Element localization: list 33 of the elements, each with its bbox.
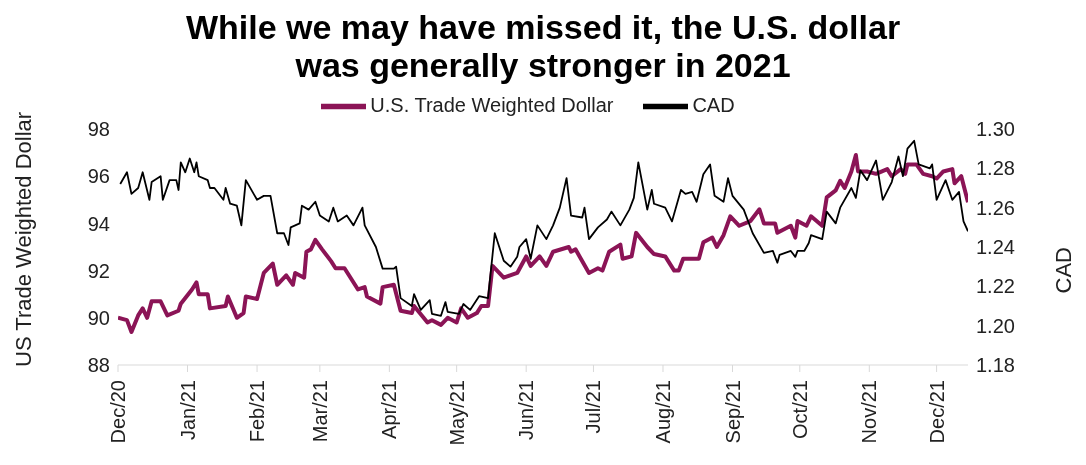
y-tick-label: 92 <box>87 259 110 282</box>
legend-label: CAD <box>692 93 735 116</box>
x-tick-label: Aug/21 <box>651 380 674 444</box>
y-tick-label: 94 <box>87 212 110 235</box>
y-tick-label: 88 <box>87 354 110 377</box>
x-tick-label: Jul/21 <box>582 380 605 434</box>
x-tick-label: May/21 <box>445 380 468 446</box>
x-tick-label: Apr/21 <box>378 380 401 439</box>
y-tick-label: 90 <box>87 306 110 329</box>
line-series <box>118 152 968 334</box>
legend-label: U.S. Trade Weighted Dollar <box>370 93 614 116</box>
x-tick-label: Feb/21 <box>246 380 269 443</box>
y2-tick-label: 1.18 <box>976 354 1015 377</box>
x-tick-label: Jun/21 <box>515 380 538 441</box>
y2-tick-label: 1.24 <box>976 236 1015 259</box>
x-tick-label: Dec/21 <box>925 380 948 444</box>
y-tick-label: 96 <box>87 165 110 188</box>
y2-tick-label: 1.30 <box>976 118 1015 141</box>
y-axis-title: US Trade Weighted Dollar <box>10 111 36 367</box>
y2-axis-title: CAD <box>1050 247 1076 294</box>
y2-tick-label: 1.28 <box>976 157 1015 180</box>
x-tick-label: Sep/21 <box>721 380 744 444</box>
x-tick-label: Oct/21 <box>788 380 811 439</box>
x-tick-label: Mar/21 <box>308 380 331 443</box>
chart-title: While we may have missed it, the U.S. dollar was generally stronger in 2021 <box>184 8 902 84</box>
y-tick-label: 98 <box>87 118 110 141</box>
x-tick-label: Jan/21 <box>176 380 199 441</box>
y2-tick-label: 1.26 <box>976 196 1015 219</box>
x-tick-label: Dec/20 <box>107 380 129 444</box>
y2-tick-label: 1.22 <box>976 275 1015 298</box>
y2-tick-label: 1.20 <box>976 314 1015 337</box>
line-series <box>119 139 968 317</box>
x-tick-label: Nov/21 <box>858 380 881 444</box>
